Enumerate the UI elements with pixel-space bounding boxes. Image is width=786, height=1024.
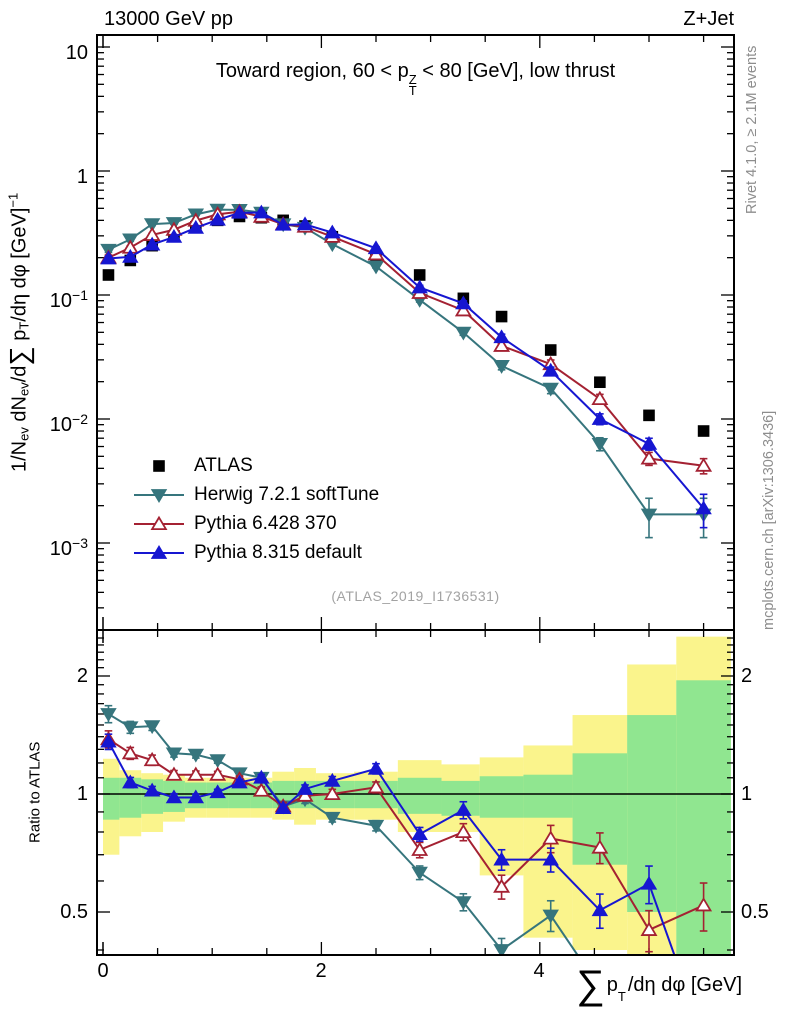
plot-title-sub: T xyxy=(408,83,417,98)
ylabel-sup: −1 xyxy=(5,192,21,208)
legend-marker-atlas-icon xyxy=(153,459,165,472)
plot-title-sup: Z xyxy=(408,72,417,87)
legend-item-pythia6: Pythia 6.428 370 xyxy=(132,509,379,538)
ytick-main-1e-3: 10−3 xyxy=(12,531,88,561)
ytick-ratio-left-1: 1 xyxy=(76,783,88,805)
rivet-version-note: Rivet 4.1.0, ≥ 2.1M events xyxy=(744,45,760,214)
mcplots-credit-note: mcplots.cern.ch [arXiv:1306.3436] xyxy=(761,410,777,630)
ylabel-frag: p xyxy=(8,329,31,347)
ytick-main-1: 1 xyxy=(12,159,88,189)
plot-title-post: < 80 [GeV], low thrust xyxy=(416,60,616,82)
ytick-ratio-left-2: 2 xyxy=(76,665,88,687)
header-beam-energy: 13000 GeV pp xyxy=(104,8,233,30)
legend-marker-pythia6-icon xyxy=(134,515,184,530)
ytick-base: 1 xyxy=(76,166,88,188)
plot-title-pre: Toward region, 60 < p xyxy=(215,60,409,82)
ytick-ratio-right-1: 1 xyxy=(741,783,753,805)
ytick-ratio-left-05: 0.5 xyxy=(60,901,88,923)
ylabel-sub: ev xyxy=(16,382,32,397)
ylabel-sub: T xyxy=(16,321,32,330)
legend-item-pythia8: Pythia 8.315 default xyxy=(132,538,379,567)
y-axis-title-main: 1/Nev dNev/d∑ pT/dη dφ [GeV]−1 xyxy=(2,35,38,630)
sigma-symbol: ∑ xyxy=(4,346,35,366)
ytick-exp: −2 xyxy=(72,411,88,427)
xlabel-frag: p xyxy=(606,973,618,996)
xtick-0: 0 xyxy=(97,960,109,982)
xlabel-frag: /dη dφ [GeV] xyxy=(627,973,742,996)
ylabel-frag: dN xyxy=(8,396,31,428)
legend-label: Herwig 7.2.1 softTune xyxy=(194,483,380,505)
ytick-main-1e-2: 10−2 xyxy=(12,407,88,437)
ytick-exp: −3 xyxy=(72,535,88,551)
legend-item-herwig: Herwig 7.2.1 softTune xyxy=(132,480,379,509)
ytick-exp: −1 xyxy=(72,287,88,303)
ytick-base: 10 xyxy=(49,414,73,436)
ytick-main-1e-1: 10−1 xyxy=(12,283,88,313)
ylabel-frag: /d xyxy=(8,365,31,383)
ytick-ratio-right-05: 0.5 xyxy=(741,901,769,923)
analysis-watermark: (ATLAS_2019_I1736531) xyxy=(331,588,500,604)
legend-marker-herwig-icon xyxy=(134,488,184,503)
ylabel-frag: 1/N xyxy=(8,441,31,473)
legend: ATLAS Herwig 7.2.1 softTune Pythia 6.428… xyxy=(132,451,379,567)
legend-label: Pythia 6.428 370 xyxy=(194,512,337,534)
legend-label: Pythia 8.315 default xyxy=(194,541,362,563)
legend-item-atlas: ATLAS xyxy=(132,451,379,480)
ylabel-frag: /dη dφ [GeV] xyxy=(8,207,31,322)
ylabel-sub: ev xyxy=(16,427,32,442)
ytick-base: 10 xyxy=(65,42,88,64)
ytick-base: 10 xyxy=(49,538,73,560)
legend-label: ATLAS xyxy=(194,454,253,476)
xtick-4: 4 xyxy=(533,960,545,982)
legend-marker-pythia8-icon xyxy=(134,544,184,559)
ytick-main-10: 10 xyxy=(12,35,88,65)
ytick-base: 10 xyxy=(49,290,73,312)
sigma-symbol: ∑ xyxy=(576,963,605,1007)
x-axis-title: ∑ p T/dη dφ [GeV] xyxy=(537,955,742,1015)
ytick-ratio-right-2: 2 xyxy=(741,665,753,687)
xtick-2: 2 xyxy=(315,960,327,982)
xlabel-sub: T xyxy=(617,988,626,1004)
header-process: Z+Jet xyxy=(683,8,734,30)
y-axis-title-ratio: Ratio to ATLAS xyxy=(26,741,44,844)
